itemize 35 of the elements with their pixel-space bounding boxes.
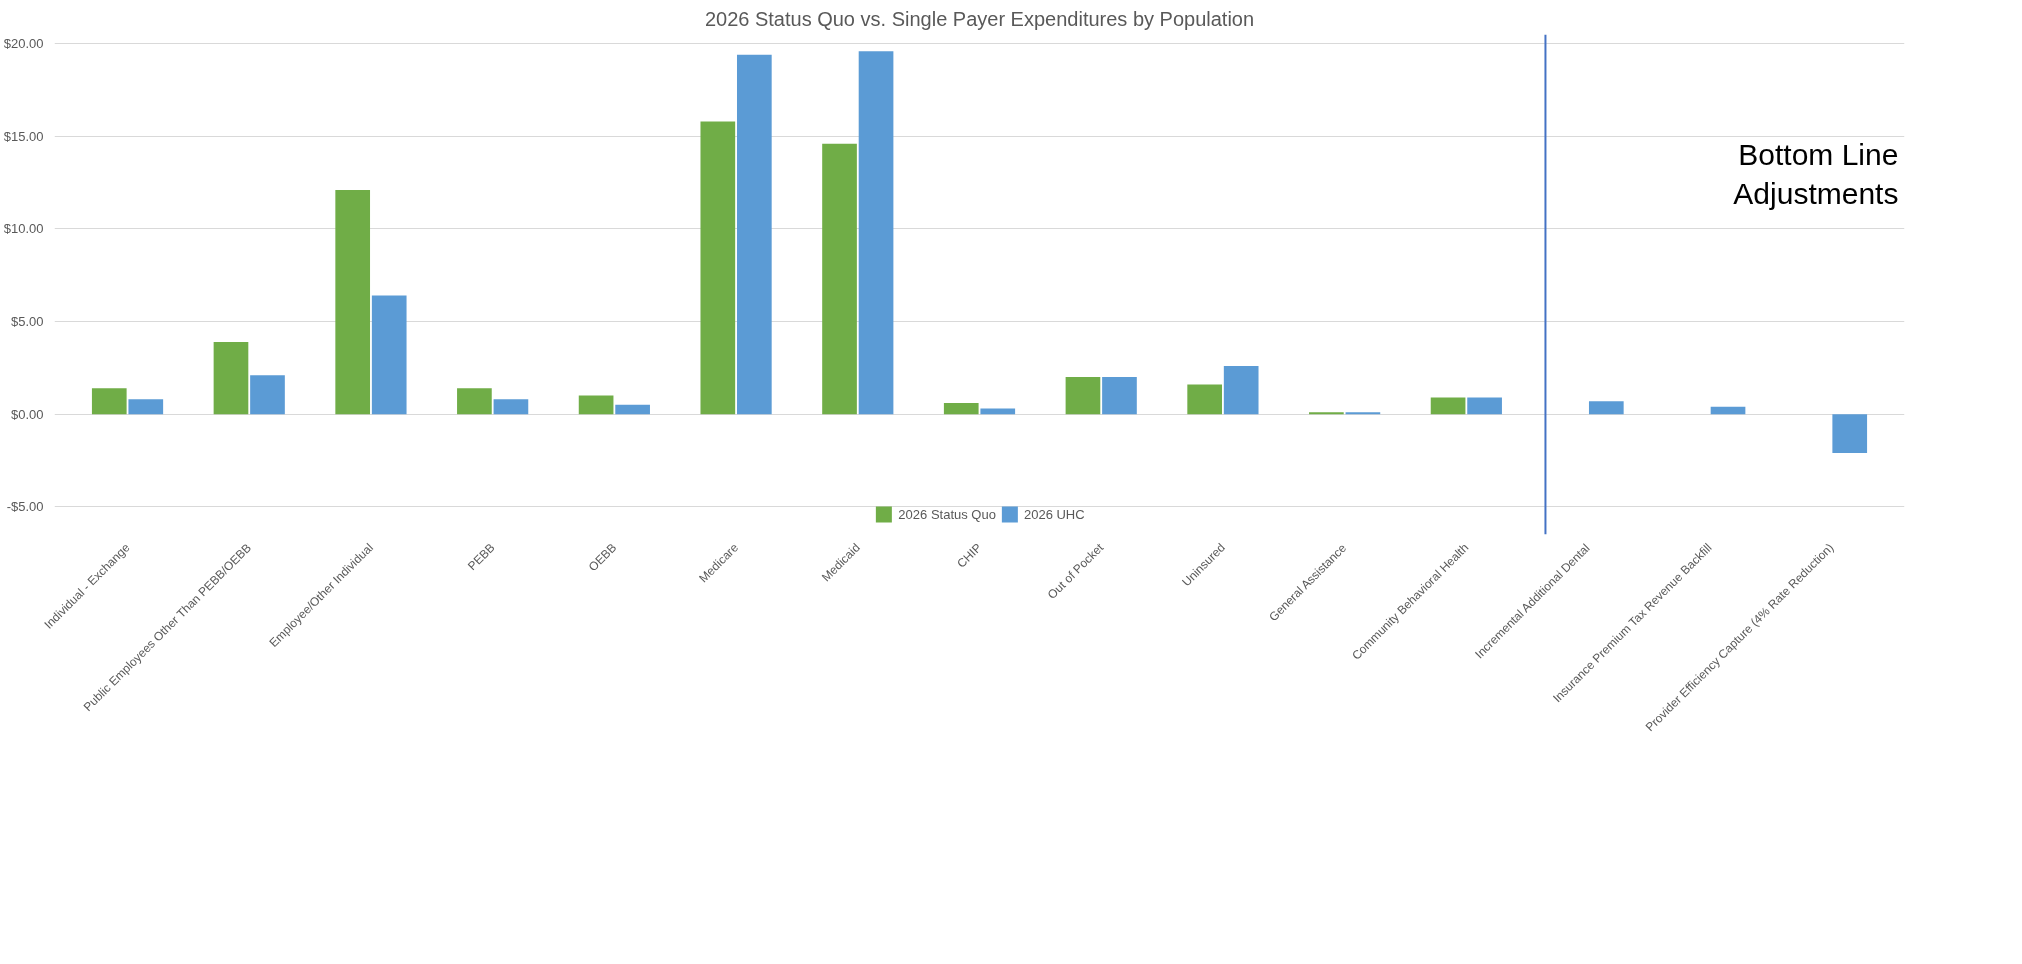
bar [128, 399, 164, 415]
bar [943, 403, 979, 415]
bar [1223, 365, 1259, 415]
bar [578, 395, 614, 415]
bar [1588, 401, 1624, 415]
bar [1430, 397, 1466, 415]
bar [700, 121, 736, 415]
annotation: Bottom Line Adjustments [1733, 137, 1899, 211]
bar [615, 404, 650, 415]
bar [736, 54, 772, 415]
bar [1187, 384, 1223, 415]
y-tick-label: $5.00 [10, 314, 44, 330]
bar [213, 341, 249, 415]
legend-label: 2026 UHC [1023, 506, 1085, 522]
bar [250, 375, 285, 415]
y-tick-label: $20.00 [3, 36, 44, 52]
bar [493, 399, 529, 415]
bar [858, 51, 894, 415]
bar [1710, 406, 1746, 415]
bar [457, 388, 492, 415]
bar [335, 190, 371, 415]
y-tick-label: $10.00 [3, 221, 44, 237]
bar [371, 295, 407, 415]
bar [1467, 397, 1502, 415]
bar [1832, 414, 1868, 454]
chart-title: 2026 Status Quo vs. Single Payer Expenditures by Population [704, 7, 1255, 30]
y-tick-label: $0.00 [10, 406, 44, 422]
bar [980, 408, 1016, 415]
y-tick-label: $15.00 [3, 128, 44, 144]
bar [822, 143, 857, 415]
bar [1065, 377, 1101, 415]
legend-label: 2026 Status Quo [898, 506, 996, 522]
bar [91, 388, 127, 415]
bar [1102, 377, 1137, 415]
y-tick-label: -$5.00 [6, 499, 44, 515]
